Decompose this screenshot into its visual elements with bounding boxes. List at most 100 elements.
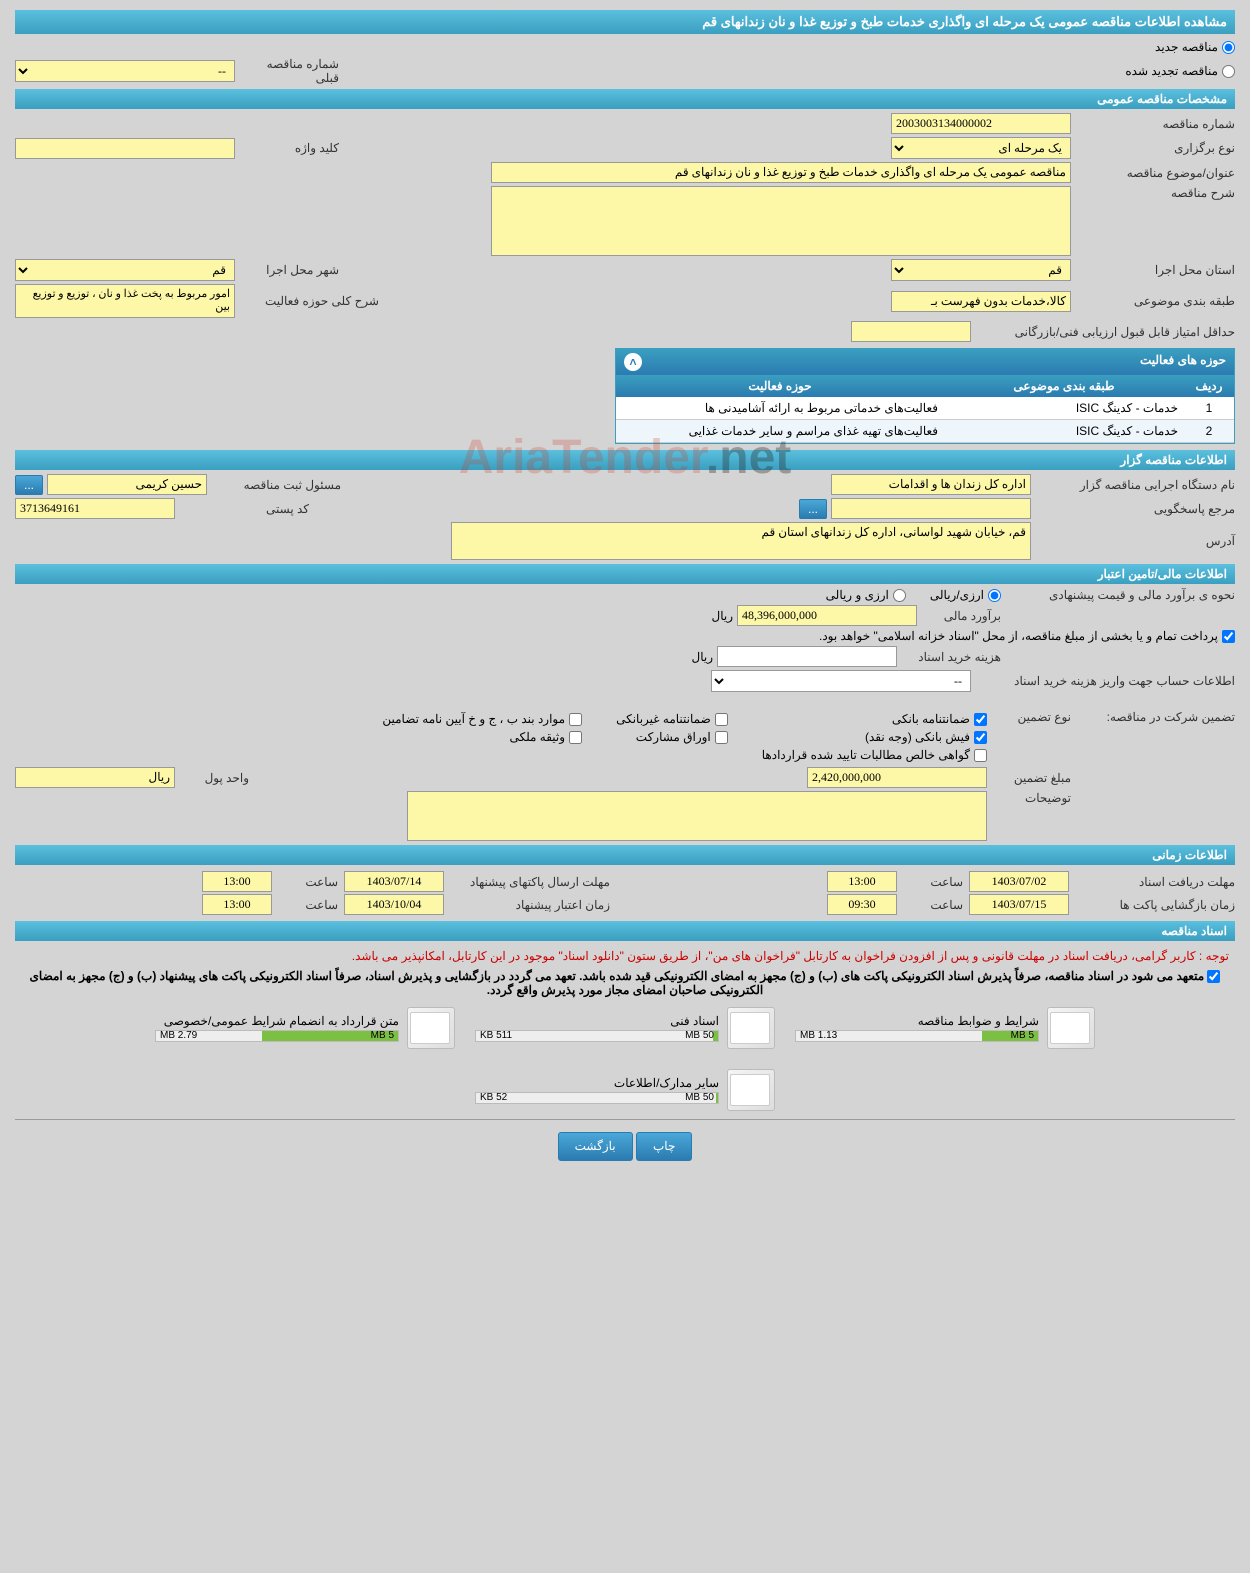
money-unit-field[interactable] [15, 767, 175, 788]
postal-label: کد پستی [179, 502, 309, 516]
cb-claims[interactable] [974, 749, 987, 762]
contact-lookup-button[interactable]: ... [799, 499, 827, 519]
account-select[interactable]: -- [711, 670, 971, 692]
tender-no-label: شماره مناقصه [1075, 117, 1235, 131]
cb-securities[interactable] [715, 731, 728, 744]
doc-cost-label: هزینه خرید اسناد [901, 650, 1001, 664]
notice-checkbox[interactable] [1207, 970, 1220, 983]
time-label1: ساعت [903, 875, 963, 889]
contact-field[interactable] [831, 498, 1031, 519]
cb-bank[interactable] [974, 713, 987, 726]
contact-label: مرجع پاسخگویی [1035, 502, 1235, 516]
keyword-field[interactable] [15, 138, 235, 159]
notes-label: توضیحات [991, 791, 1071, 805]
folder-icon [727, 1069, 775, 1111]
notes-field[interactable] [407, 791, 987, 841]
radio-renew[interactable] [1222, 65, 1235, 78]
city-select[interactable]: قم [15, 259, 235, 281]
category-label: طبقه بندی موضوعی [1075, 294, 1235, 308]
province-select[interactable]: قم [891, 259, 1071, 281]
file-grid: شرایط و ضوابط مناقصه 1.13 MB 5 MB اسناد … [15, 1007, 1235, 1111]
file-item[interactable]: متن قرارداد به انضمام شرایط عمومی/خصوصی … [155, 1007, 455, 1049]
section-general: مشخصات مناقصه عمومی [15, 89, 1235, 109]
money-unit-label: واحد پول [179, 771, 249, 785]
payment-note: پرداخت تمام و یا بخشی از مبلغ مناقصه، از… [819, 629, 1218, 643]
prev-number-select[interactable]: -- [15, 60, 235, 82]
time-label2: ساعت [903, 898, 963, 912]
activity-table: ردیف طبقه بندی موضوعی حوزه فعالیت 1 خدما… [616, 375, 1234, 443]
print-button[interactable]: چاپ [636, 1132, 692, 1161]
radio-new-tender[interactable]: مناقصه جدید [1155, 40, 1235, 54]
table-row: 2 خدمات - کدینگ ISIC فعالیت‌های تهیه غذا… [616, 420, 1234, 443]
page-title: مشاهده اطلاعات مناقصه عمومی یک مرحله ای … [15, 10, 1235, 34]
city-label: شهر محل اجرا [239, 263, 339, 277]
validity-date[interactable] [344, 894, 444, 915]
type-label: نوع برگزاری [1075, 141, 1235, 155]
payment-checkbox[interactable] [1222, 630, 1235, 643]
radio-new[interactable] [1222, 41, 1235, 54]
file-name: متن قرارداد به انضمام شرایط عمومی/خصوصی [155, 1014, 399, 1028]
section-financial: اطلاعات مالی/تامین اعتبار [15, 564, 1235, 584]
file-name: شرایط و ضوابط مناقصه [795, 1014, 1039, 1028]
radio-both[interactable]: ارزی و ریالی [826, 588, 906, 602]
desc-label: شرح مناقصه [1075, 186, 1235, 200]
radio-rial[interactable]: ارزی/ریالی [930, 588, 1001, 602]
activity-scope-field[interactable]: امور مربوط به پخت غذا و نان ، توزیع و تو… [15, 284, 235, 318]
account-label: اطلاعات حساب جهت واریز هزینه خرید اسناد [975, 674, 1235, 688]
activity-header-title: حوزه های فعالیت [1140, 353, 1226, 371]
cb-nonbank[interactable] [715, 713, 728, 726]
address-field[interactable]: قم، خیابان شهید لواسانی، اداره کل زندانه… [451, 522, 1031, 560]
postal-field[interactable] [15, 498, 175, 519]
radio-renew-label: مناقصه تجدید شده [1125, 64, 1218, 78]
title-field[interactable] [491, 162, 1071, 183]
tender-no-field[interactable] [891, 113, 1071, 134]
receive-date[interactable] [969, 871, 1069, 892]
collapse-icon[interactable]: ˄ [624, 353, 642, 371]
prev-number-label: شماره مناقصه قبلی [239, 57, 339, 85]
responsible-field[interactable] [47, 474, 207, 495]
file-item[interactable]: شرایط و ضوابط مناقصه 1.13 MB 5 MB [795, 1007, 1095, 1049]
section-timing: اطلاعات زمانی [15, 845, 1235, 865]
send-time[interactable] [202, 871, 272, 892]
file-name: سایر مدارک/اطلاعات [475, 1076, 719, 1090]
activity-panel: حوزه های فعالیت ˄ ردیف طبقه بندی موضوعی … [615, 348, 1235, 444]
validity-time[interactable] [202, 894, 272, 915]
open-label: زمان بازگشایی پاکت ها [1075, 898, 1235, 912]
back-button[interactable]: بازگشت [558, 1132, 633, 1161]
min-score-label: حداقل امتیاز قابل قبول ارزیابی فنی/بازرگ… [975, 325, 1235, 339]
org-field[interactable] [831, 474, 1031, 495]
type-select[interactable]: یک مرحله ای [891, 137, 1071, 159]
col-category: طبقه بندی موضوعی [944, 375, 1184, 397]
doc-cost-field[interactable] [717, 646, 897, 667]
col-field: حوزه فعالیت [616, 375, 944, 397]
notice-red: توجه : کاربر گرامی، دریافت اسناد در مهلت… [15, 945, 1235, 967]
file-item[interactable]: سایر مدارک/اطلاعات 52 KB 50 MB [475, 1069, 775, 1111]
time-label4: ساعت [278, 898, 338, 912]
guarantee-amount-field[interactable] [807, 767, 987, 788]
province-label: استان محل اجرا [1075, 263, 1235, 277]
table-row: 1 خدمات - کدینگ ISIC فعالیت‌های خدماتی م… [616, 397, 1234, 420]
validity-label: زمان اعتبار پیشنهاد [450, 898, 610, 912]
cb-property[interactable] [569, 731, 582, 744]
min-score-field[interactable] [851, 321, 971, 342]
folder-icon [407, 1007, 455, 1049]
desc-field[interactable] [491, 186, 1071, 256]
cb-cash[interactable] [974, 731, 987, 744]
currency-unit2: ریال [691, 650, 713, 664]
receive-time[interactable] [827, 871, 897, 892]
section-organizer: اطلاعات مناقصه گزار [15, 450, 1235, 470]
file-item[interactable]: اسناد فنی 511 KB 50 MB [475, 1007, 775, 1049]
responsible-lookup-button[interactable]: ... [15, 475, 43, 495]
responsible-label: مسئول ثبت مناقصه [211, 478, 341, 492]
guarantee-amount-label: مبلغ تضمین [991, 771, 1071, 785]
category-field[interactable] [891, 291, 1071, 312]
radio-renew-tender[interactable]: مناقصه تجدید شده [1125, 64, 1235, 78]
cb-bond[interactable] [569, 713, 582, 726]
open-time[interactable] [827, 894, 897, 915]
send-date[interactable] [344, 871, 444, 892]
estimate-method-label: نحوه ی برآورد مالی و قیمت پیشنهادی [1005, 588, 1235, 602]
estimate-label: برآورد مالی [921, 609, 1001, 623]
estimate-field[interactable] [737, 605, 917, 626]
receive-deadline-label: مهلت دریافت اسناد [1075, 875, 1235, 889]
open-date[interactable] [969, 894, 1069, 915]
